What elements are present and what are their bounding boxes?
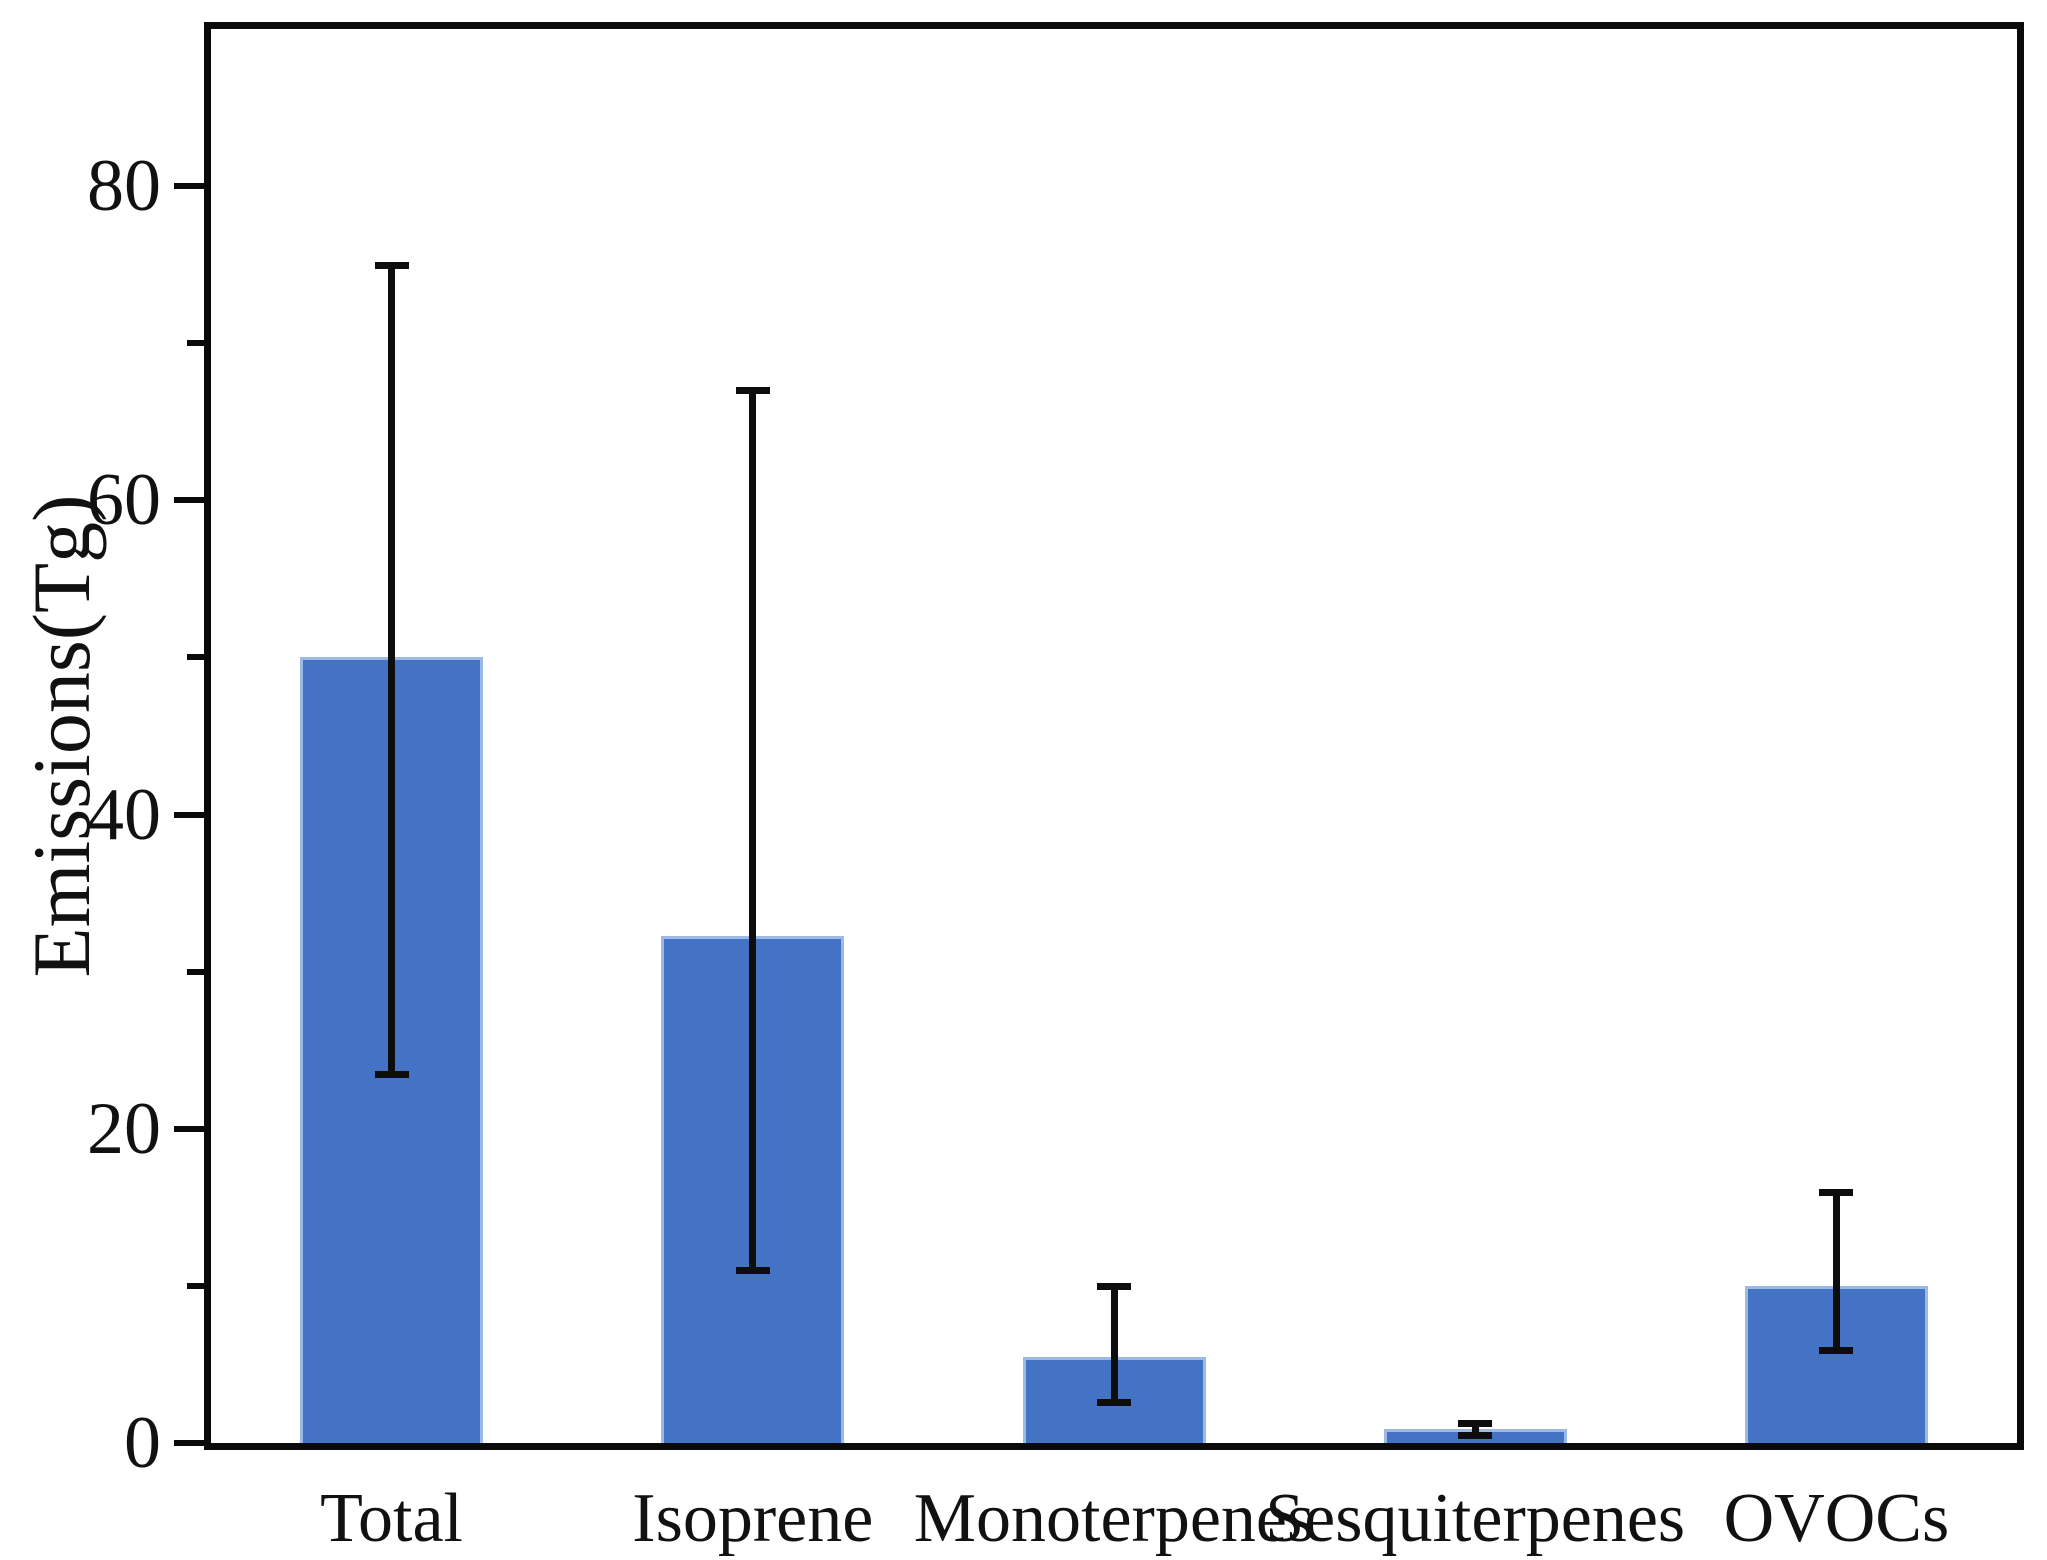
y-axis-minor-tick	[187, 968, 204, 975]
y-axis-minor-tick	[187, 340, 204, 347]
error-bar-cap-low-isoprene	[735, 1267, 770, 1275]
y-axis-major-tick	[174, 1440, 204, 1446]
y-axis-major-tick	[174, 183, 204, 190]
error-bar-cap-low-total	[374, 1070, 409, 1078]
error-bar-cap-high-ovocs	[1819, 1188, 1854, 1196]
y-axis-minor-tick	[187, 1282, 204, 1289]
error-bar-line-monoterpenes	[1110, 1285, 1118, 1403]
error-bar-cap-high-isoprene	[735, 387, 770, 395]
y-axis-tick-label: 40	[87, 773, 161, 856]
y-axis-title: Emissions(Tg)	[16, 494, 107, 978]
error-bar-line-isoprene	[749, 390, 757, 1271]
error-bar-line-total	[388, 264, 396, 1074]
x-axis-label-total: Total	[320, 1480, 464, 1557]
error-bar-cap-high-sesquiterpenes	[1458, 1419, 1493, 1427]
y-axis-tick-label: 80	[87, 145, 161, 228]
error-bar-line-sesquiterpenes	[1471, 1422, 1479, 1436]
y-axis-tick-label: 20	[87, 1087, 161, 1170]
x-axis-label-monoterpenes: Monoterpenes	[913, 1480, 1315, 1557]
error-bar-line-ovocs	[1832, 1191, 1840, 1351]
y-axis-tick-label: 0	[124, 1402, 161, 1484]
x-axis-label-sesquiterpenes: Sesquiterpenes	[1265, 1480, 1686, 1557]
x-axis-label-ovocs: OVOCs	[1723, 1480, 1950, 1557]
error-bar-cap-high-total	[374, 261, 409, 269]
plot-area: 0 20 40 60 80 Total Isoprene Monoterpenes Sesqui…	[87, 22, 2024, 1557]
error-bar-cap-high-monoterpenes	[1097, 1282, 1131, 1290]
x-axis-label-isoprene: Isoprene	[632, 1480, 874, 1557]
error-bar-cap-low-ovocs	[1819, 1347, 1854, 1355]
error-bar-cap-low-monoterpenes	[1097, 1399, 1131, 1407]
error-bar-cap-low-sesquiterpenes	[1458, 1432, 1493, 1440]
y-axis-major-tick	[174, 811, 204, 818]
y-axis-major-tick	[174, 497, 204, 504]
y-axis-major-tick	[174, 1125, 204, 1132]
y-axis-minor-tick	[187, 654, 204, 661]
y-axis-tick-label: 60	[87, 459, 161, 542]
